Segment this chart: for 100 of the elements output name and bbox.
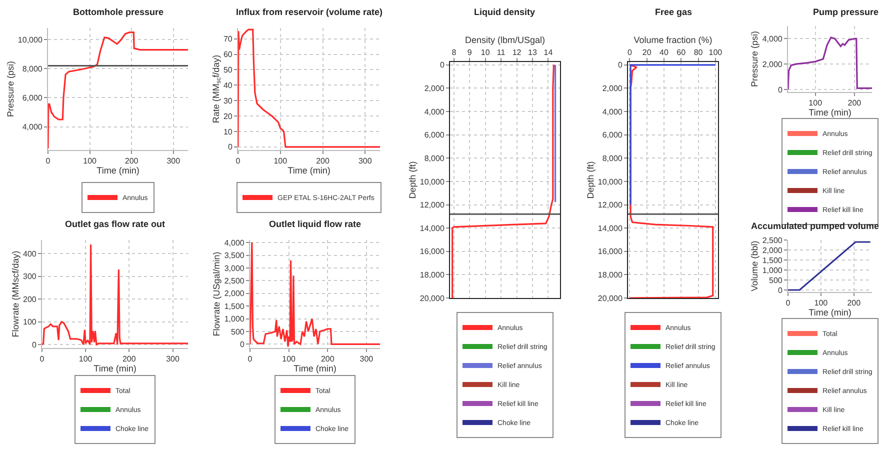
x-tick-label: 100 [78, 354, 93, 364]
x-tick-label: 100 [83, 156, 98, 166]
y-tick-label: 0 [778, 85, 783, 94]
line-series [48, 32, 188, 150]
y-tick-label: 0 [440, 60, 445, 70]
y-tick-label: 10 [223, 127, 233, 136]
chart-title: Outlet gas flow rate out [65, 219, 166, 229]
x-tick-label: 0 [248, 354, 253, 364]
x-axis-title: Time (min) [808, 108, 852, 118]
x-tick-label: 40 [660, 48, 669, 57]
x-axis-title: Time (min) [808, 308, 852, 318]
x-tick-label: 80 [694, 48, 704, 57]
y-tick-label: 0 [32, 340, 37, 350]
y-tick-label: 30 [223, 96, 233, 106]
chart-title: Pump pressure [813, 7, 879, 17]
line-series [250, 242, 380, 348]
y-tick-label: 20,000 [420, 294, 445, 303]
y-axis-title: Pressure (psi) [5, 60, 16, 118]
y-tick-label: 1,500 [762, 256, 783, 265]
x-tick-label: 100 [282, 354, 296, 364]
x-tick-label: 0 [46, 156, 51, 166]
y-tick-label: 2,000 [762, 60, 783, 69]
y-tick-label: 1,000 [762, 266, 783, 275]
y-tick-label: 3,000 [224, 264, 245, 273]
x-tick-label: 0 [786, 298, 791, 308]
y-tick-label: 1,000 [224, 314, 245, 324]
y-tick-label: 0 [618, 60, 623, 70]
y-tick-label: 0 [228, 142, 233, 152]
y-tick-label: 8,000 [22, 64, 43, 74]
x-tick-label: 9 [467, 48, 472, 57]
y-tick-label: 400 [23, 249, 37, 258]
x-tick-label: 100 [814, 298, 828, 308]
y-tick-label: 6,000 [22, 94, 43, 103]
chart-title: Bottomhole pressure [73, 7, 164, 17]
chart-title: Influx from reservoir (volume rate) [236, 7, 383, 17]
y-tick-label: 20 [223, 112, 233, 121]
y-tick-label: 2,500 [224, 276, 245, 286]
x-tick-label: 100 [274, 156, 288, 166]
y-tick-label: 2,500 [762, 236, 783, 245]
x-tick-label: 200 [124, 156, 139, 166]
y-tick-label: 14,000 [598, 224, 623, 233]
x-tick-label: 300 [358, 156, 372, 166]
chart-title: Free gas [655, 7, 692, 17]
x-tick-label: 60 [676, 48, 686, 57]
y-axis-title: Flowrate (MMscf/day) [10, 250, 20, 338]
line-series [788, 36, 872, 90]
chart-title: Accumulated pumped volume [751, 221, 880, 231]
y-tick-label: 4,000 [602, 107, 623, 116]
y-tick-label: 40 [223, 80, 233, 90]
y-tick-label: 20,000 [598, 294, 623, 303]
y-axis-title: Depth (ft) [407, 161, 418, 199]
y-tick-label: 4,000 [762, 34, 783, 44]
x-axis-title: Time (min) [96, 166, 140, 176]
line-series [238, 28, 380, 148]
x-tick-label: 200 [316, 156, 330, 166]
y-tick-label: 300 [23, 272, 37, 282]
y-tick-label: 4,000 [224, 238, 245, 248]
y-tick-label: 18,000 [598, 270, 623, 280]
y-tick-label: 14,000 [420, 224, 445, 233]
x-tick-label: 100 [708, 48, 723, 57]
x-axis-title: Volume fraction (%) [634, 35, 712, 46]
y-tick-label: 12,000 [598, 200, 623, 210]
y-tick-label: 500 [231, 327, 245, 336]
x-tick-label: 200 [122, 354, 136, 364]
y-tick-label: 18,000 [420, 270, 445, 280]
x-axis-title: Density (lbm/USgal) [464, 35, 546, 46]
x-tick-label: 300 [166, 354, 180, 364]
y-axis-title: Flowrate (USgal/min) [212, 252, 222, 336]
x-axis-title: Time (min) [294, 364, 336, 374]
x-tick-label: 10 [480, 48, 490, 57]
y-tick-label: 12,000 [420, 200, 445, 210]
y-tick-label: 70 [223, 34, 233, 44]
y-axis-title: Depth (ft) [585, 161, 596, 199]
y-axis-title: Volume (bbl) [750, 240, 760, 292]
y-tick-label: 10,000 [598, 177, 623, 186]
x-tick-label: 20 [642, 48, 652, 57]
y-tick-label: 1,500 [224, 302, 245, 311]
y-tick-label: 4,000 [424, 107, 445, 116]
y-tick-label: 500 [769, 276, 783, 285]
y-tick-label: 10,000 [18, 35, 43, 44]
y-tick-label: 0 [240, 340, 245, 349]
x-tick-label: 11 [496, 48, 506, 57]
y-tick-label: 6,000 [602, 130, 623, 140]
line-series [452, 64, 555, 298]
y-tick-label: 2,000 [424, 84, 445, 94]
y-tick-label: 4,000 [22, 122, 43, 132]
x-tick-label: 13 [528, 48, 538, 57]
chart-title: Outlet liquid flow rate [269, 219, 361, 229]
x-axis-title: Time (min) [94, 364, 136, 374]
x-tick-label: 300 [360, 354, 374, 364]
y-tick-label: 2,000 [224, 289, 245, 298]
x-axis-title: Time (min) [288, 166, 330, 176]
y-tick-label: 10,000 [420, 177, 445, 186]
y-tick-label: 16,000 [420, 247, 445, 256]
y-tick-label: 2,000 [602, 84, 623, 94]
y-tick-label: 8,000 [424, 154, 445, 163]
y-axis-title: Pressure (psi) [750, 30, 760, 88]
chart-title: Liquid density [474, 7, 536, 17]
line-series [42, 244, 188, 346]
y-tick-label: 50 [223, 66, 233, 74]
